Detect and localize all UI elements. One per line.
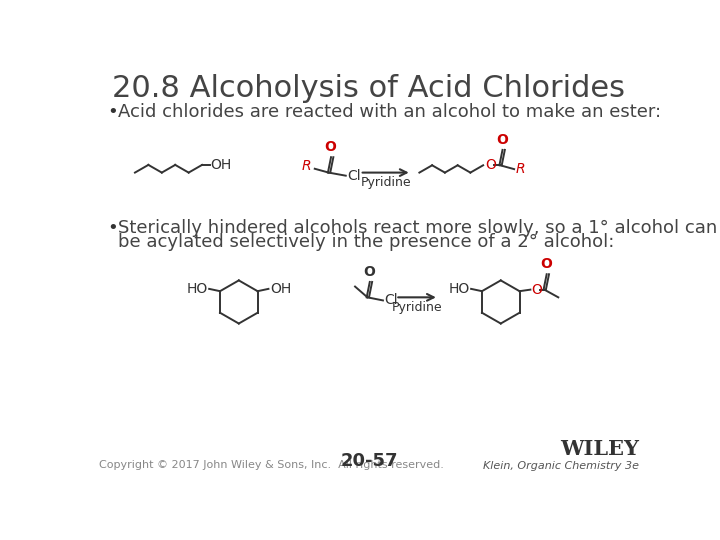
Text: OH: OH [210, 158, 232, 172]
Text: O: O [363, 265, 375, 279]
Text: Pyridine: Pyridine [360, 177, 411, 190]
Text: HO: HO [186, 282, 207, 296]
Text: Copyright © 2017 John Wiley & Sons, Inc.  All rights reserved.: Copyright © 2017 John Wiley & Sons, Inc.… [99, 460, 444, 470]
Text: O: O [496, 133, 508, 147]
Text: Cl: Cl [347, 168, 361, 183]
Text: Acid chlorides are reacted with an alcohol to make an ester:: Acid chlorides are reacted with an alcoh… [118, 103, 661, 122]
Text: 20.8 Alcoholysis of Acid Chlorides: 20.8 Alcoholysis of Acid Chlorides [112, 74, 626, 103]
Text: 20-57: 20-57 [341, 452, 397, 470]
Text: Pyridine: Pyridine [392, 301, 442, 314]
Text: O: O [540, 257, 552, 271]
Text: Klein, Organic Chemistry 3e: Klein, Organic Chemistry 3e [482, 461, 639, 471]
Text: HO: HO [449, 282, 469, 296]
Text: R: R [516, 162, 526, 176]
Text: O: O [531, 282, 542, 296]
Text: OH: OH [270, 282, 292, 296]
Text: Cl: Cl [384, 293, 398, 307]
Text: R: R [302, 159, 312, 173]
Text: be acylated selectively in the presence of a 2° alcohol:: be acylated selectively in the presence … [118, 233, 614, 251]
Text: •: • [107, 219, 118, 237]
Text: O: O [324, 140, 336, 154]
Text: WILEY: WILEY [559, 439, 639, 459]
Text: O: O [485, 158, 496, 172]
Text: Sterically hindered alcohols react more slowly, so a 1° alcohol can: Sterically hindered alcohols react more … [118, 219, 717, 237]
Text: •: • [107, 103, 118, 122]
